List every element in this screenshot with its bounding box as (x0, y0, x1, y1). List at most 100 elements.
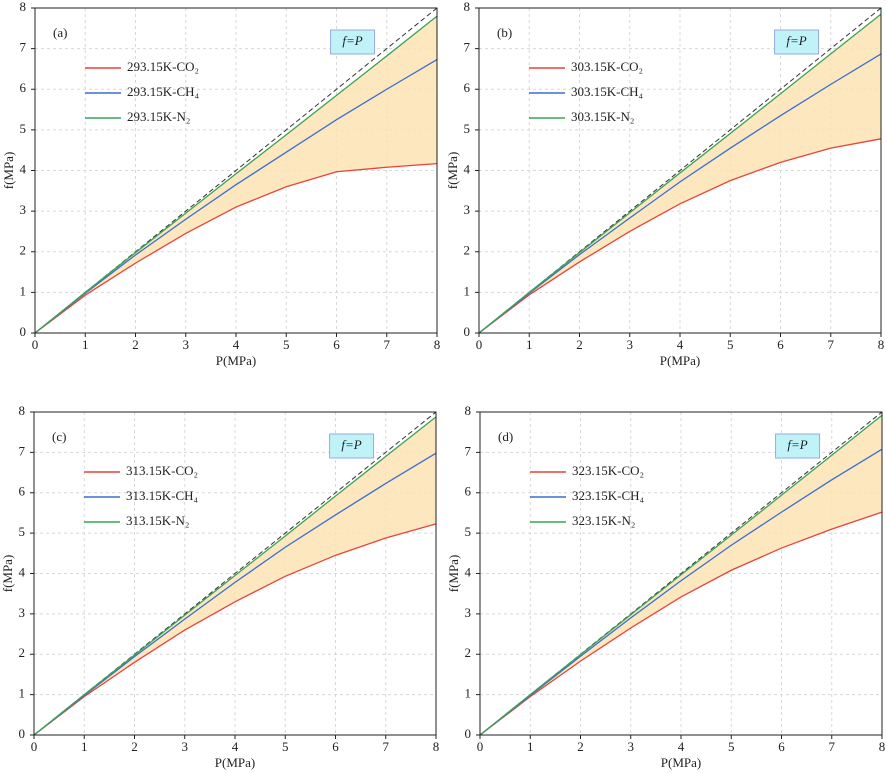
x-tick-label: 3 (183, 337, 190, 352)
x-tick-label: 8 (879, 739, 886, 754)
panel-label: (d) (498, 429, 513, 444)
annotation-box (775, 433, 821, 459)
x-tick-label: 6 (778, 739, 785, 754)
y-axis-label: f(MPa) (0, 555, 15, 593)
x-tick-label: 5 (283, 337, 290, 352)
y-tick-label: 7 (20, 40, 27, 55)
x-tick-label: 2 (131, 739, 138, 754)
y-tick-label: 6 (464, 80, 471, 95)
x-tick-label: 0 (31, 739, 38, 754)
x-tick-label: 8 (433, 739, 440, 754)
legend-label: 323.15K-N₂ (572, 513, 635, 528)
panel: 0 1 2 3 4 5 6 7 8 0 1 2 3 4 5 6 7 8 293.15K-CO₂ 293.15K-CH₄… (1, 0, 440, 368)
annotation: f=P (341, 437, 361, 452)
series-line (479, 448, 883, 736)
x-tick-label: 3 (182, 739, 189, 754)
x-tick-label: 5 (282, 739, 289, 754)
x-tick-label: 1 (526, 337, 533, 352)
panel: 0 1 2 3 4 5 6 7 8 0 1 2 3 4 5 6 7 8 323.15K-CO₂ 323.15K-CH₄… (446, 403, 885, 770)
x-tick-label: 2 (576, 337, 583, 352)
x-axis-label: P(MPa) (216, 353, 256, 368)
annotation: f=P (342, 33, 362, 48)
annotation-box (774, 29, 820, 55)
y-tick-label: 5 (465, 524, 472, 539)
x-axis-label: P(MPa) (660, 353, 700, 368)
frame (34, 7, 438, 334)
frame (479, 411, 883, 736)
y-tick-label: 5 (19, 524, 26, 539)
identity-line (34, 7, 438, 334)
y-tick-label: 2 (19, 645, 26, 660)
y-axis-label: f(MPa) (445, 152, 460, 190)
y-tick-label: 0 (19, 726, 26, 741)
x-tick-label: 0 (476, 337, 483, 352)
identity-line (33, 411, 437, 736)
x-axis-label: P(MPa) (661, 755, 701, 770)
legend-label: 303.15K-CO₂ (571, 59, 643, 74)
x-tick-label: 6 (332, 739, 339, 754)
y-tick-label: 5 (464, 121, 471, 136)
x-tick-label: 0 (32, 337, 39, 352)
legend-label: 313.15K-CH₄ (126, 488, 199, 503)
legend-label: 323.15K-CO₂ (572, 463, 644, 478)
annotation-box (330, 29, 376, 55)
y-tick-label: 7 (465, 443, 472, 458)
y-tick-label: 1 (19, 686, 26, 701)
x-tick-label: 2 (132, 337, 139, 352)
legend-label: 313.15K-N₂ (126, 513, 189, 528)
series-line (478, 53, 882, 334)
series-line (479, 511, 883, 736)
x-tick-label: 4 (678, 739, 685, 754)
legend-label: 293.15K-N₂ (127, 109, 190, 124)
annotation: f=P (787, 437, 807, 452)
y-axis-label: f(MPa) (1, 152, 16, 190)
y-tick-label: 4 (19, 564, 26, 579)
x-tick-label: 7 (828, 337, 835, 352)
x-tick-label: 7 (829, 739, 836, 754)
x-axis-label: P(MPa) (215, 755, 255, 770)
y-tick-label: 3 (20, 202, 27, 217)
x-tick-label: 1 (82, 337, 89, 352)
series-line (33, 523, 437, 736)
x-tick-label: 1 (527, 739, 534, 754)
x-tick-label: 8 (434, 337, 441, 352)
y-tick-label: 3 (19, 605, 26, 620)
series-line (34, 59, 438, 334)
series-line (478, 13, 882, 334)
y-tick-label: 6 (19, 484, 26, 499)
legend-label: 303.15K-CH₄ (571, 84, 644, 99)
series-line (34, 15, 438, 334)
annotation: f=P (786, 33, 806, 48)
legend-label: 303.15K-N₂ (571, 109, 634, 124)
panel-label: (b) (497, 25, 512, 40)
x-tick-label: 8 (878, 337, 885, 352)
x-tick-label: 7 (383, 739, 390, 754)
y-tick-label: 1 (20, 283, 27, 298)
identity-line (479, 411, 883, 736)
y-tick-label: 1 (464, 283, 471, 298)
y-tick-label: 0 (465, 726, 472, 741)
y-axis-label: f(MPa) (446, 555, 461, 593)
y-tick-label: 0 (464, 324, 471, 339)
legend-label: 313.15K-CO₂ (126, 463, 198, 478)
legend-label: 293.15K-CH₄ (127, 84, 200, 99)
x-tick-label: 7 (384, 337, 391, 352)
panel-label: (a) (53, 25, 67, 40)
x-tick-label: 0 (477, 739, 484, 754)
x-tick-label: 3 (628, 739, 635, 754)
frame (33, 411, 437, 736)
y-tick-label: 4 (20, 161, 27, 176)
series-line (33, 416, 437, 736)
frame (478, 7, 882, 334)
series-line (34, 162, 438, 334)
series-line (478, 138, 882, 334)
x-tick-label: 4 (232, 739, 239, 754)
y-tick-label: 7 (464, 40, 471, 55)
y-tick-label: 4 (464, 161, 471, 176)
y-tick-label: 3 (465, 605, 472, 620)
y-tick-label: 0 (20, 324, 27, 339)
y-tick-label: 3 (464, 202, 471, 217)
series-line (33, 452, 437, 736)
x-tick-label: 6 (333, 337, 340, 352)
